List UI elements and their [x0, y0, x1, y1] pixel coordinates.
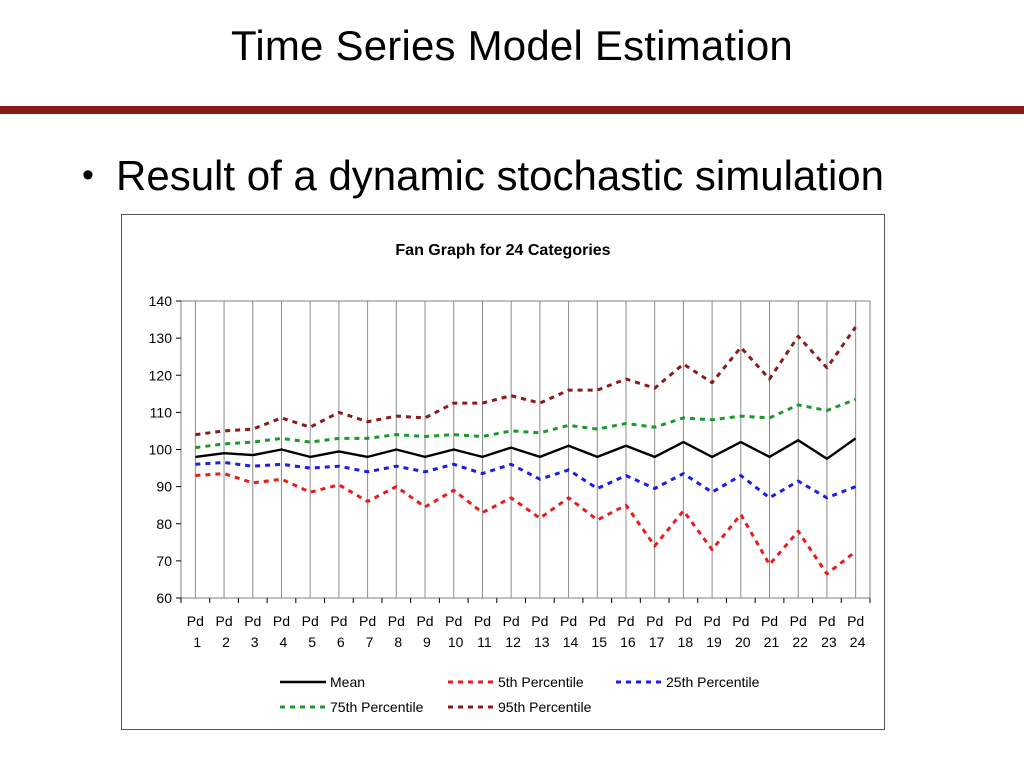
- x-tick-label: Pd 13: [530, 613, 550, 650]
- legend-label-95th-percentile: 95th Percentile: [498, 699, 592, 715]
- legend-label-25th-percentile: 25th Percentile: [666, 674, 760, 690]
- x-tick-label: Pd 7: [359, 613, 376, 650]
- x-tick-label: Pd 1: [187, 613, 204, 650]
- title-divider: [0, 106, 1024, 114]
- x-tick-label: Pd 17: [645, 613, 665, 650]
- x-tick-label: Pd 16: [616, 613, 636, 650]
- x-tick-label: Pd 15: [588, 613, 608, 650]
- y-tick-label: 140: [149, 293, 173, 309]
- y-tick-label: 120: [149, 367, 173, 383]
- x-tick-label: Pd 3: [244, 613, 261, 650]
- y-tick-label: 60: [156, 590, 172, 606]
- x-tick-label: Pd 10: [444, 613, 464, 650]
- legend-label-75th-percentile: 75th Percentile: [330, 699, 424, 715]
- series-95th-percentile: [195, 326, 857, 437]
- y-tick-label: 90: [156, 479, 172, 495]
- fan-chart: Fan Graph for 24 Categories 60 70 80 90 100 11…: [149, 242, 871, 715]
- x-tick-label: Pd 2: [216, 613, 233, 650]
- x-tick-label: Pd 22: [788, 613, 808, 650]
- x-tick-label: Pd 9: [416, 613, 433, 650]
- y-tick-label: 130: [149, 330, 173, 346]
- x-tick-label: Pd 11: [473, 613, 492, 650]
- slide-title: Time Series Model Estimation: [231, 22, 793, 69]
- x-tick-label: Pd 20: [731, 613, 751, 650]
- x-tick-label: Pd 14: [559, 613, 579, 650]
- chart-title: Fan Graph for 24 Categories: [395, 242, 610, 259]
- series-5th-percentile: [195, 472, 857, 576]
- series-75th-percentile: [195, 398, 857, 450]
- x-tick-label: Pd 5: [302, 613, 319, 650]
- x-tick-label: Pd 23: [817, 613, 837, 650]
- series-25th-percentile: [195, 461, 857, 500]
- x-tick-label: Pd 18: [674, 613, 694, 650]
- y-tick-label: 100: [149, 442, 173, 458]
- x-tick-label: Pd 21: [760, 613, 780, 650]
- x-tick-label: Pd 12: [501, 613, 521, 650]
- bullet-icon: •: [82, 156, 94, 194]
- legend-label-5th-percentile: 5th Percentile: [498, 674, 584, 690]
- legend-label-mean: Mean: [330, 674, 365, 690]
- bullet-text: Result of a dynamic stochastic simulatio…: [116, 152, 884, 199]
- y-tick-label: 70: [156, 553, 172, 569]
- chart-frame: Fan Graph for 24 Categories 60 70 80 90 100 11…: [121, 214, 885, 730]
- x-tick-label: Pd 4: [273, 613, 290, 650]
- y-tick-label: 110: [150, 404, 173, 420]
- x-tick-label: Pd 19: [702, 613, 722, 650]
- bullet-point: • Result of a dynamic stochastic simulati…: [82, 152, 884, 200]
- series-mean: [195, 437, 857, 461]
- x-tick-label: Pd 24: [846, 613, 866, 650]
- x-tick-label: Pd 6: [330, 613, 347, 650]
- x-tick-label: Pd 8: [388, 613, 405, 650]
- y-tick-label: 80: [156, 516, 172, 532]
